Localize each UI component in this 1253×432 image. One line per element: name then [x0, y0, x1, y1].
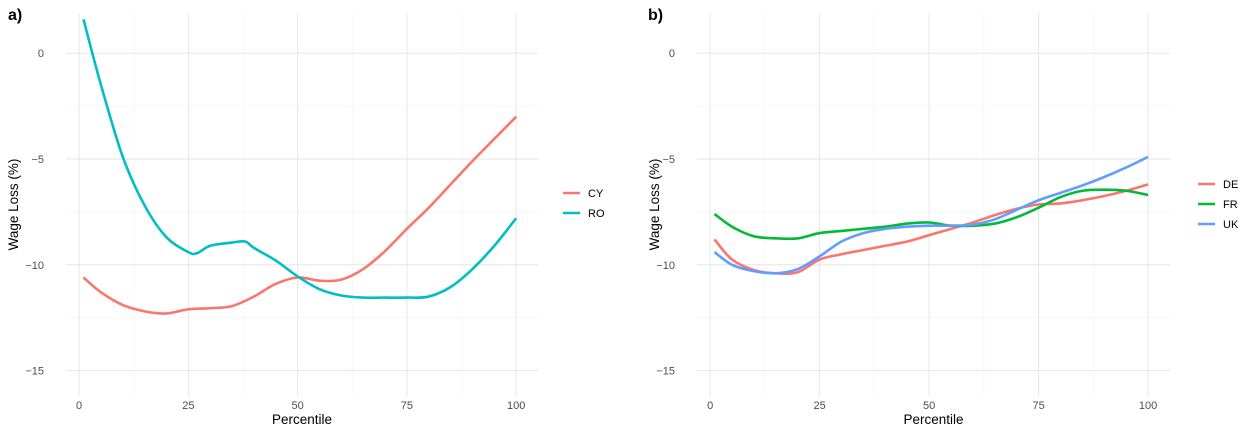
panel-a-series-line-ro	[82, 19, 518, 300]
panel-a-series-line-cy	[82, 115, 518, 315]
panel-a-x-tick-label: 0	[76, 400, 82, 412]
panel-a-label: a)	[8, 7, 22, 24]
panel-a-x-axis-title: Percentile	[272, 412, 332, 427]
panel-b-legend-label-fr: FR	[1223, 199, 1238, 211]
panel-a-y-tick-label: −5	[31, 154, 44, 166]
panel-b-x-tick-label: 100	[1139, 400, 1157, 412]
panel-a-x-tick-label: 50	[292, 400, 304, 412]
panel-b-y-tick-label: −10	[656, 260, 675, 272]
panel-b-y-tick-label: 0	[669, 48, 675, 60]
panel-a-x-tick-label: 100	[507, 400, 525, 412]
panel-a-x-tick-label: 75	[401, 400, 413, 412]
panel-b-legend-label-de: DE	[1223, 179, 1238, 191]
panel-b-chart: 0 25 50 75 100 0 −5 −10 −15 b) Percentile Wage Loss…	[647, 7, 1239, 427]
panel-a-y-tick-label: 0	[38, 48, 44, 60]
panel-a-y-tick-label: −15	[25, 366, 44, 378]
panel-a-y-tick-label: −10	[25, 260, 44, 272]
panel-b-x-tick-label: 25	[814, 400, 826, 412]
panel-a-chart: 0 25 50 75 100 0 −5 −10 −15 a) Percentile Wage Loss…	[6, 7, 605, 427]
panel-b-y-tick-label: −15	[656, 366, 675, 378]
panel-a-legend-label-ro: RO	[588, 208, 605, 220]
panel-b-label: b)	[648, 7, 663, 24]
panel-a-legend: CY RO	[563, 188, 605, 220]
panel-b-x-axis-title: Percentile	[903, 412, 963, 427]
panel-a-legend-label-cy: CY	[588, 188, 604, 200]
panel-b-x-tick-label: 50	[923, 400, 935, 412]
panel-b-legend-label-uk: UK	[1223, 219, 1239, 231]
panel-b-x-tick-label: 75	[1032, 400, 1044, 412]
panel-a-y-axis-title: Wage Loss (%)	[6, 159, 21, 251]
panel-b-series-line-uk	[713, 155, 1149, 275]
panel-b-y-tick-label: −5	[662, 154, 675, 166]
panel-b-series-line-fr	[713, 188, 1149, 241]
panel-a-x-tick-label: 25	[182, 400, 194, 412]
panel-b-x-tick-label: 0	[707, 400, 713, 412]
panel-b-series-line-de	[713, 183, 1149, 276]
panel-b-y-axis-title: Wage Loss (%)	[647, 159, 662, 251]
panel-b-legend: DE FR UK	[1198, 179, 1239, 231]
